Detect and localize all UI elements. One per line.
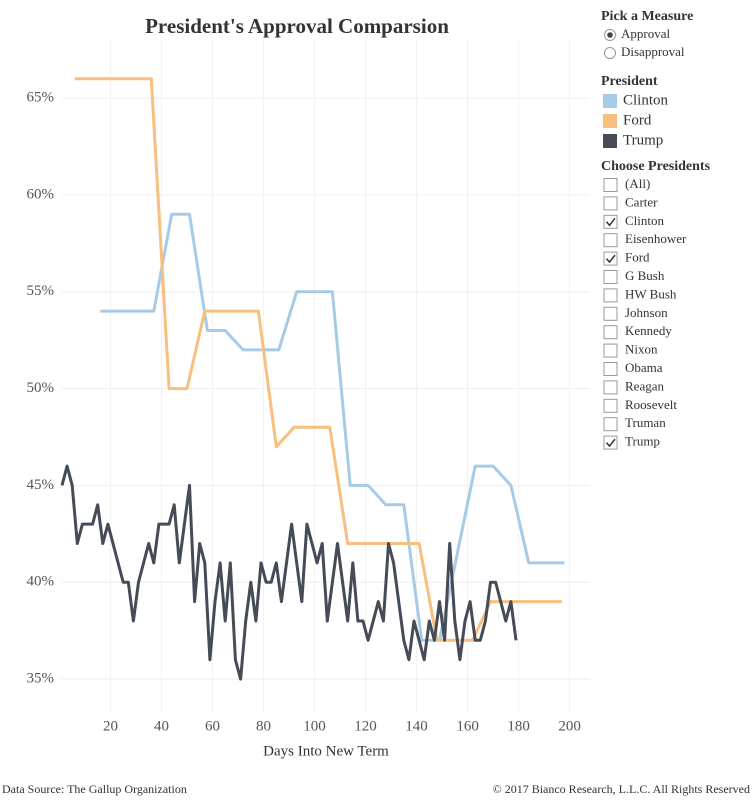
checkbox-label[interactable]: Trump [625,434,660,449]
x-tick-label: 100 [303,718,326,734]
legend-swatch [603,94,617,108]
legend-label: Ford [623,112,652,128]
checkbox[interactable] [603,251,618,266]
y-tick-label: 40% [27,574,55,590]
checkmark [605,438,616,448]
x-axis-label: Days Into New Term [263,743,389,759]
checkbox[interactable] [603,233,618,248]
y-tick-label: 55% [27,283,55,299]
y-tick-label: 35% [27,671,55,687]
legend-title: President [601,74,658,89]
checkbox[interactable] [603,343,618,358]
checkmark [605,254,616,264]
x-tick-label: 180 [507,718,530,734]
x-tick-label: 140 [405,718,428,734]
legend-label: Clinton [623,92,669,108]
checkbox-label[interactable]: G Bush [625,268,665,283]
y-tick-label: 50% [27,380,55,396]
checkbox-label[interactable]: Eisenhower [625,231,687,246]
x-tick-label: 80 [256,718,271,734]
series-line [100,212,565,642]
checkbox[interactable] [603,306,618,321]
checkbox[interactable] [603,196,618,211]
radio-dot [607,32,613,38]
y-tick-label: 60% [27,186,55,202]
checkbox-label[interactable]: Johnson [625,305,668,320]
checkbox-label[interactable]: Truman [625,415,666,430]
checkbox[interactable] [603,417,618,432]
choose-title: Choose Presidents [601,159,711,174]
checkbox[interactable] [603,380,618,395]
x-tick-label: 20 [103,718,118,734]
y-tick-label: 65% [27,90,55,106]
legend-swatch [603,114,617,128]
checkbox-label[interactable]: Reagan [625,378,664,393]
series-line [60,464,518,681]
series-line [74,77,562,642]
checkbox[interactable] [603,435,618,450]
checkbox-label[interactable]: Clinton [625,213,665,228]
checkbox-label[interactable]: Obama [625,360,663,375]
source-note: Data Source: The Gallup Organization [2,782,187,796]
checkmark [605,217,616,227]
checkbox[interactable] [603,270,618,284]
x-tick-label: 60 [205,718,220,734]
checkbox-label[interactable]: (All) [625,176,650,191]
checkbox[interactable] [603,398,618,413]
copyright-note: © 2017 Bianco Research, L.L.C. All Right… [493,782,750,796]
checkbox-label[interactable]: Kennedy [625,323,672,338]
x-tick-label: 160 [456,718,479,734]
legend-label: Trump [623,132,663,148]
x-tick-label: 200 [558,718,581,734]
checkbox-label[interactable]: Carter [625,194,658,209]
radio-label[interactable]: Approval [621,26,670,41]
chart-title: President's Approval Comparsion [145,14,449,38]
x-tick-label: 40 [154,718,169,734]
x-tick-label: 120 [354,718,377,734]
checkbox[interactable] [603,325,618,340]
y-tick-label: 45% [27,477,55,493]
checkbox-label[interactable]: HW Bush [625,286,677,301]
checkbox[interactable] [603,288,618,303]
radio-button[interactable] [604,47,616,59]
measure-title: Pick a Measure [601,9,693,24]
radio-label[interactable]: Disapproval [621,44,685,59]
checkbox-label[interactable]: Roosevelt [625,397,677,412]
checkbox-label[interactable]: Nixon [625,342,658,357]
checkbox[interactable] [603,178,618,192]
checkbox[interactable] [603,214,618,229]
checkbox-label[interactable]: Ford [625,250,650,265]
legend-swatch [603,134,617,148]
checkbox[interactable] [603,362,618,376]
